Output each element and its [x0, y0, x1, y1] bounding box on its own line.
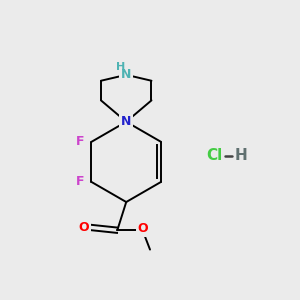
- Text: O: O: [138, 222, 148, 235]
- Text: Cl: Cl: [206, 148, 222, 164]
- Text: N: N: [121, 115, 131, 128]
- Text: N: N: [121, 68, 131, 81]
- Text: H: H: [234, 148, 247, 164]
- Text: O: O: [78, 221, 89, 234]
- Text: F: F: [76, 176, 84, 188]
- Text: H: H: [116, 61, 125, 71]
- Text: F: F: [76, 135, 84, 148]
